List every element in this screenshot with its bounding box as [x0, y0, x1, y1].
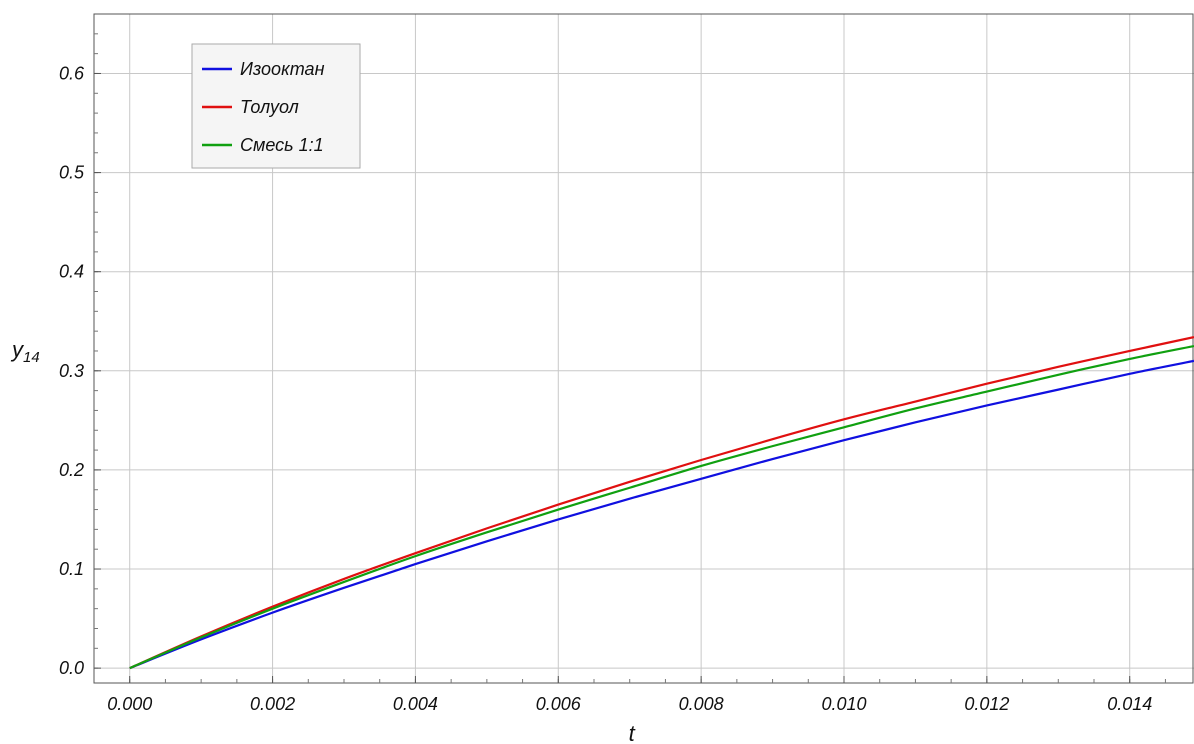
- legend-label: Толуол: [240, 97, 299, 117]
- y-tick-label: 0.2: [59, 460, 84, 480]
- x-axis-ticks: 0.000 0.002 0.004 0.006 0.008 0.010 0.012 0.014: [107, 676, 1152, 714]
- y-axis-label-main: y: [10, 337, 25, 362]
- y-axis-label-subscript: 14: [23, 349, 40, 366]
- legend-label: Изооктан: [240, 59, 325, 79]
- series-line-2: [129, 336, 1194, 670]
- series-lines: [129, 336, 1194, 670]
- series-line-1: [129, 359, 1194, 670]
- y-axis-label: y14: [10, 337, 40, 366]
- x-axis-label: t: [629, 721, 636, 744]
- x-tick-label: 0.012: [964, 694, 1009, 714]
- plot-frame: [93, 13, 1194, 684]
- y-tick-label: 0.1: [59, 559, 84, 579]
- x-tick-label: 0.002: [250, 694, 295, 714]
- legend-label: Смесь 1:1: [240, 135, 324, 155]
- x-tick-label: 0.014: [1107, 694, 1152, 714]
- y-tick-label: 0.4: [59, 262, 84, 282]
- x-tick-label: 0.000: [107, 694, 152, 714]
- x-tick-label: 0.004: [393, 694, 438, 714]
- x-tick-label: 0.010: [821, 694, 866, 714]
- series-line-3: [129, 344, 1194, 670]
- y-tick-label: 0.5: [59, 163, 85, 183]
- y-tick-label: 0.6: [59, 63, 85, 83]
- legend: Изооктан Толуол Смесь 1:1: [191, 43, 361, 169]
- x-tick-label: 0.006: [536, 694, 582, 714]
- y-axis-ticks: 0.0 0.1 0.2 0.3 0.4 0.5 0.6: [59, 63, 101, 678]
- y-tick-label: 0.3: [59, 361, 84, 381]
- x-tick-label: 0.008: [679, 694, 724, 714]
- y-tick-label: 0.0: [59, 658, 84, 678]
- grid: [94, 14, 1194, 683]
